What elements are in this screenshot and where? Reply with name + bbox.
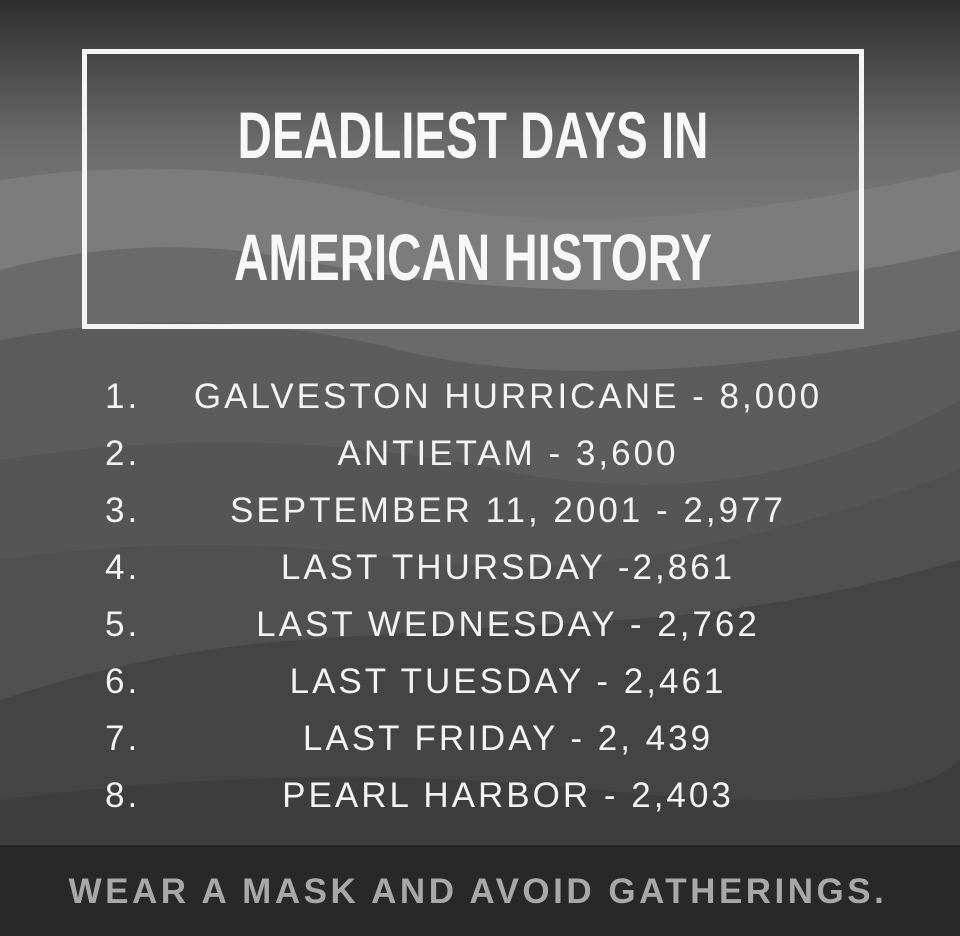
list-number: 3. [105, 491, 141, 530]
title-line-2: AMERICAN HISTORY [234, 220, 712, 294]
list-item: 5. LAST WEDNESDAY - 2,762 [0, 600, 960, 650]
list-number: 4. [105, 548, 141, 587]
list-item: 1. GALVESTON HURRICANE - 8,000 [0, 372, 960, 422]
list-item: 4. LAST THURSDAY -2,861 [0, 543, 960, 593]
footer-banner: WEAR A MASK AND AVOID GATHERINGS. [0, 845, 960, 936]
list-number: 7. [105, 719, 141, 758]
list-number: 1. [105, 377, 141, 416]
list-text: ANTIETAM - 3,600 [337, 434, 679, 473]
list-item: 8. PEARL HARBOR - 2,403 [0, 771, 960, 821]
list-number: 5. [105, 605, 141, 644]
list-text: LAST WEDNESDAY - 2,762 [256, 605, 760, 644]
list-text: LAST FRIDAY - 2, 439 [302, 719, 714, 758]
list-item: 2. ANTIETAM - 3,600 [0, 429, 960, 479]
title-line-1: DEADLIEST DAYS IN [237, 98, 709, 172]
title-box: DEADLIEST DAYS IN AMERICAN HISTORY [82, 49, 864, 329]
list-number: 8. [105, 776, 141, 815]
list-text: LAST TUESDAY - 2,461 [289, 662, 727, 701]
list-item: 6. LAST TUESDAY - 2,461 [0, 657, 960, 707]
list-text: LAST THURSDAY -2,861 [280, 548, 736, 587]
list-item: 7. LAST FRIDAY - 2, 439 [0, 714, 960, 764]
footer-message: WEAR A MASK AND AVOID GATHERINGS. [68, 872, 888, 911]
list-text: SEPTEMBER 11, 2001 - 2,977 [230, 491, 786, 530]
list-text: GALVESTON HURRICANE - 8,000 [193, 377, 823, 416]
list-item: 3. SEPTEMBER 11, 2001 - 2,977 [0, 486, 960, 536]
list-text: PEARL HARBOR - 2,403 [282, 776, 734, 815]
list-number: 2. [105, 434, 141, 473]
list-number: 6. [105, 662, 141, 701]
